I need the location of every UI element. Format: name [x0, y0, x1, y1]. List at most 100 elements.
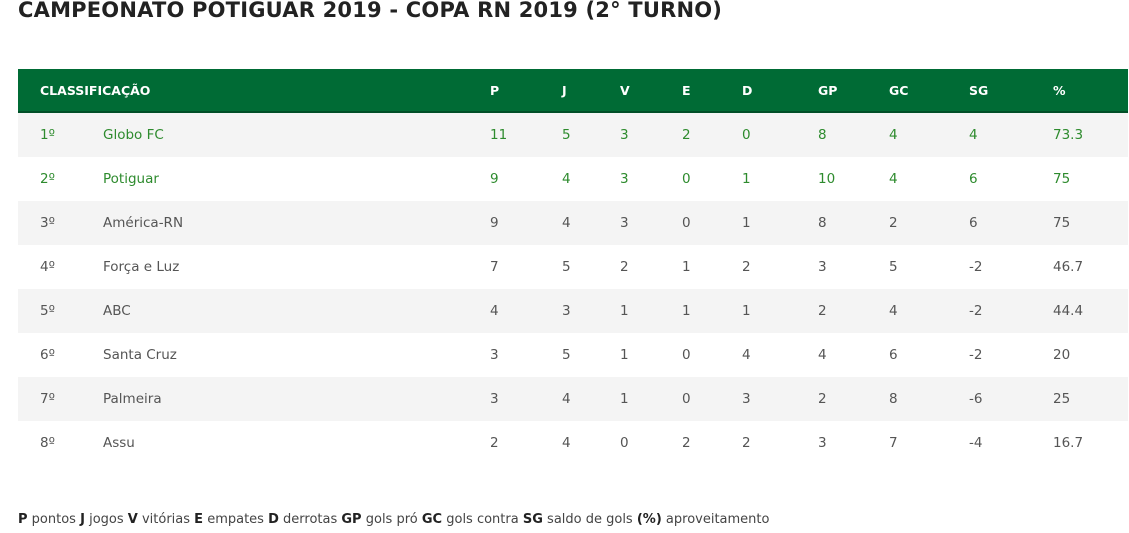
- header-classificacao: CLASSIFICAÇÃO: [40, 83, 151, 98]
- cell-draws: 1: [682, 303, 691, 319]
- cell-position: 6º: [40, 347, 55, 363]
- cell-goal-difference: -2: [969, 303, 983, 319]
- cell-percentage: 46.7: [1053, 259, 1084, 275]
- cell-goals-against: 6: [889, 347, 898, 363]
- cell-goals-against: 4: [889, 303, 898, 319]
- cell-goal-difference: 4: [969, 127, 978, 143]
- cell-draws: 0: [682, 391, 691, 407]
- cell-losses: 4: [742, 347, 751, 363]
- cell-goal-difference: -6: [969, 391, 983, 407]
- cell-losses: 0: [742, 127, 751, 143]
- table-row: 4º Força e Luz 7 5 2 1 2 3 5 -2 46.7: [18, 245, 1128, 289]
- cell-wins: 3: [620, 215, 629, 231]
- cell-goals-for: 8: [818, 215, 827, 231]
- table-row: 7º Palmeira 3 4 1 0 3 2 8 -6 25: [18, 377, 1128, 421]
- cell-percentage: 44.4: [1053, 303, 1084, 319]
- cell-games: 5: [562, 127, 571, 143]
- cell-team-name[interactable]: Santa Cruz: [103, 347, 177, 363]
- cell-points: 3: [490, 391, 499, 407]
- header-col-pct: %: [1053, 83, 1066, 98]
- cell-games: 4: [562, 215, 571, 231]
- cell-draws: 0: [682, 215, 691, 231]
- cell-points: 11: [490, 127, 508, 143]
- legend: P pontos J jogos V vitórias E empates D …: [18, 512, 769, 527]
- cell-wins: 0: [620, 435, 629, 451]
- legend-text: empates: [207, 512, 264, 527]
- cell-goals-for: 3: [818, 259, 827, 275]
- table-row: 8º Assu 2 4 0 2 2 3 7 -4 16.7: [18, 421, 1128, 465]
- cell-draws: 0: [682, 347, 691, 363]
- cell-position: 1º: [40, 127, 55, 143]
- table-row: 5º ABC 4 3 1 1 1 2 4 -2 44.4: [18, 289, 1128, 333]
- cell-goals-against: 5: [889, 259, 898, 275]
- cell-points: 3: [490, 347, 499, 363]
- standings-table: CLASSIFICAÇÃO P J V E D GP GC SG % 1º Glo…: [18, 69, 1128, 465]
- table-row: 6º Santa Cruz 3 5 1 0 4 4 6 -2 20: [18, 333, 1128, 377]
- cell-losses: 1: [742, 303, 751, 319]
- table-header: CLASSIFICAÇÃO P J V E D GP GC SG %: [18, 69, 1128, 113]
- legend-abbr: GP: [341, 512, 362, 527]
- legend-text: gols pró: [365, 512, 418, 527]
- cell-goals-against: 7: [889, 435, 898, 451]
- legend-abbr: V: [127, 512, 138, 527]
- legend-abbr: E: [194, 512, 204, 527]
- legend-abbr: (%): [636, 512, 662, 527]
- cell-percentage: 75: [1053, 215, 1071, 231]
- table-row: 1º Globo FC 11 5 3 2 0 8 4 4 73.3: [18, 113, 1128, 157]
- cell-wins: 3: [620, 127, 629, 143]
- cell-wins: 2: [620, 259, 629, 275]
- page-title: CAMPEONATO POTIGUAR 2019 - COPA RN 2019 …: [18, 0, 723, 22]
- cell-team-name[interactable]: Globo FC: [103, 127, 164, 143]
- legend-text: jogos: [89, 512, 124, 527]
- table-row: 3º América-RN 9 4 3 0 1 8 2 6 75: [18, 201, 1128, 245]
- cell-goals-for: 3: [818, 435, 827, 451]
- cell-goals-against: 4: [889, 171, 898, 187]
- cell-games: 4: [562, 435, 571, 451]
- cell-games: 5: [562, 259, 571, 275]
- cell-team-name[interactable]: ABC: [103, 303, 131, 319]
- cell-games: 3: [562, 303, 571, 319]
- cell-position: 3º: [40, 215, 55, 231]
- cell-goals-against: 8: [889, 391, 898, 407]
- cell-goals-for: 2: [818, 303, 827, 319]
- cell-games: 5: [562, 347, 571, 363]
- cell-draws: 2: [682, 127, 691, 143]
- cell-team-name[interactable]: Assu: [103, 435, 135, 451]
- table-body: 1º Globo FC 11 5 3 2 0 8 4 4 73.3 2º Potiguar 9 4 3 0 1 10…: [18, 113, 1128, 465]
- cell-goals-for: 2: [818, 391, 827, 407]
- cell-position: 5º: [40, 303, 55, 319]
- cell-percentage: 20: [1053, 347, 1071, 363]
- cell-losses: 1: [742, 215, 751, 231]
- header-col-p: P: [490, 83, 500, 98]
- legend-text: pontos: [31, 512, 76, 527]
- cell-goal-difference: -2: [969, 259, 983, 275]
- cell-goal-difference: 6: [969, 215, 978, 231]
- header-col-gc: GC: [889, 83, 909, 98]
- cell-points: 9: [490, 171, 499, 187]
- header-col-j: J: [562, 83, 567, 98]
- table-row: 2º Potiguar 9 4 3 0 1 10 4 6 75: [18, 157, 1128, 201]
- cell-goal-difference: -4: [969, 435, 983, 451]
- cell-wins: 1: [620, 391, 629, 407]
- header-col-gp: GP: [818, 83, 838, 98]
- cell-losses: 3: [742, 391, 751, 407]
- cell-wins: 1: [620, 303, 629, 319]
- cell-team-name[interactable]: Potiguar: [103, 171, 159, 187]
- cell-goals-against: 4: [889, 127, 898, 143]
- cell-team-name[interactable]: Palmeira: [103, 391, 162, 407]
- cell-points: 4: [490, 303, 499, 319]
- legend-abbr: P: [18, 512, 28, 527]
- legend-abbr: J: [80, 512, 85, 527]
- cell-goals-against: 2: [889, 215, 898, 231]
- cell-draws: 0: [682, 171, 691, 187]
- cell-team-name[interactable]: América-RN: [103, 215, 184, 231]
- cell-position: 2º: [40, 171, 55, 187]
- cell-goals-for: 10: [818, 171, 836, 187]
- cell-team-name[interactable]: Força e Luz: [103, 259, 180, 275]
- cell-draws: 1: [682, 259, 691, 275]
- cell-games: 4: [562, 171, 571, 187]
- header-col-v: V: [620, 83, 630, 98]
- header-col-sg: SG: [969, 83, 989, 98]
- legend-text: aproveitamento: [665, 512, 770, 527]
- cell-wins: 3: [620, 171, 629, 187]
